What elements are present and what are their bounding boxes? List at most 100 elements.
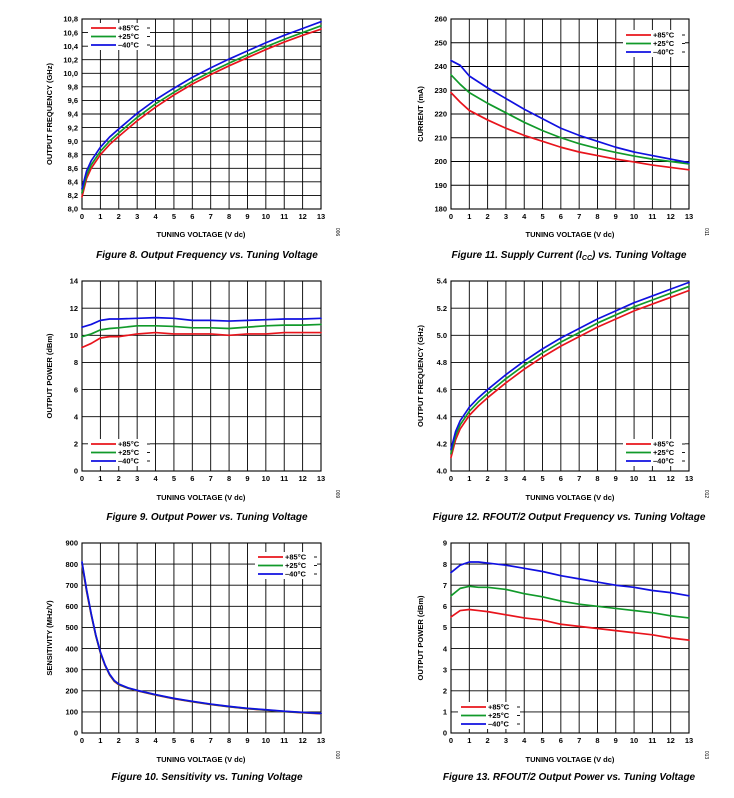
figure-id: 011	[703, 228, 709, 236]
y-tick-label: 8,4	[68, 178, 79, 187]
legend-entry: +25°C	[118, 448, 140, 457]
x-tick-label: 11	[648, 474, 656, 483]
y-tick-label: 5	[443, 623, 447, 632]
figure-caption: Figure 13. RFOUT/2 Output Power vs. Tuni…	[443, 772, 696, 783]
series-line-0	[81, 563, 322, 715]
y-tick-label: 6	[74, 385, 78, 394]
x-tick-label: 13	[317, 212, 325, 221]
figure-id: 010	[334, 751, 340, 760]
x-tick-label: 7	[209, 212, 213, 221]
x-tick-label: 3	[135, 212, 139, 221]
x-tick-label: 13	[685, 736, 693, 745]
y-tick-label: 260	[434, 15, 447, 24]
series-line-0	[81, 331, 322, 349]
x-tick-label: 11	[648, 212, 656, 221]
y-tick-label: 4	[443, 644, 448, 653]
x-tick-label: 0	[80, 212, 84, 221]
series-line-2	[450, 281, 690, 451]
series-line-0	[450, 289, 690, 459]
x-tick-label: 7	[577, 212, 581, 221]
y-tick-label: 7	[443, 581, 447, 590]
y-tick-label: 800	[65, 560, 78, 569]
x-tick-label: 12	[667, 212, 675, 221]
x-tick-label: 8	[227, 736, 231, 745]
x-tick-label: 9	[245, 212, 249, 221]
figure-id: 009	[334, 490, 340, 499]
x-tick-label: 10	[262, 474, 270, 483]
x-tick-label: 1	[467, 736, 471, 745]
x-tick-label: 1	[98, 212, 102, 221]
x-tick-label: 13	[685, 474, 693, 483]
x-tick-label: 6	[559, 474, 563, 483]
x-tick-label: 8	[227, 474, 231, 483]
y-tick-label: 10,2	[63, 55, 78, 64]
series-line-2	[81, 316, 322, 328]
y-tick-label: 230	[434, 86, 447, 95]
x-tick-label: 5	[172, 736, 176, 745]
chart-fig12: 0 1 2 3 4 5 6 7 8 9 10 11 12 134.04.24.44.64.85.05.25…	[416, 277, 709, 523]
y-tick-label: 9,2	[68, 123, 78, 132]
x-tick-label: 5	[540, 212, 544, 221]
y-tick-label: 10,4	[63, 42, 78, 51]
x-tick-label: 3	[135, 736, 139, 745]
legend-entry: +25°C	[118, 32, 140, 41]
x-tick-label: 4	[153, 474, 158, 483]
x-tick-label: 2	[117, 474, 121, 483]
y-axis-label: SENSITIVITY (MHz/V)	[45, 600, 54, 676]
y-tick-label: 200	[434, 157, 447, 166]
x-tick-label: 4	[522, 212, 527, 221]
series-line-2	[81, 20, 322, 190]
series-line-1	[450, 585, 690, 619]
x-tick-label: 9	[245, 474, 249, 483]
chart-fig8: 0 1 2 3 4 5 6 7 8 9 10 11 12 138,08,28,48,68,89,09,29…	[45, 15, 340, 261]
x-tick-label: 3	[504, 736, 508, 745]
figure-id: 006	[334, 228, 340, 237]
y-tick-label: 9,6	[68, 96, 78, 105]
series-line-1	[450, 285, 690, 455]
x-tick-label: 2	[486, 736, 490, 745]
caption-part: Figure 11. Supply Current (I	[452, 250, 583, 261]
x-tick-label: 12	[298, 474, 306, 483]
y-tick-label: 4.6	[437, 385, 447, 394]
x-tick-label: 11	[280, 736, 288, 745]
y-tick-label: 700	[65, 581, 78, 590]
legend-entry: –40°C	[118, 41, 140, 50]
x-tick-label: 5	[540, 474, 544, 483]
y-tick-label: 0	[443, 729, 447, 738]
x-tick-label: 0	[80, 474, 84, 483]
x-tick-label: 4	[153, 736, 158, 745]
y-tick-label: 9,0	[68, 137, 78, 146]
x-tick-label: 6	[559, 736, 563, 745]
legend-entry: –40°C	[488, 720, 510, 729]
y-tick-label: 14	[70, 277, 79, 286]
figure-caption: Figure 10. Sensitivity vs. Tuning Voltag…	[111, 772, 303, 783]
x-tick-label: 1	[467, 474, 471, 483]
legend-entry: +85°C	[488, 703, 510, 712]
legend-entry: –40°C	[285, 570, 307, 579]
x-tick-label: 9	[245, 736, 249, 745]
legend-entry: +85°C	[285, 553, 307, 562]
x-tick-label: 3	[504, 212, 508, 221]
x-tick-label: 2	[486, 212, 490, 221]
y-tick-label: 5.2	[437, 304, 447, 313]
legend-entry: +25°C	[488, 711, 510, 720]
x-tick-label: 11	[280, 474, 288, 483]
x-axis-label: TUNING VOLTAGE (V dc)	[157, 493, 246, 502]
y-tick-label: 9	[443, 539, 447, 548]
plot-frame	[81, 18, 322, 210]
x-axis-label: TUNING VOLTAGE (V dc)	[526, 755, 615, 764]
legend: +85°C+25°C–40°C	[623, 439, 685, 466]
x-tick-label: 6	[559, 212, 563, 221]
y-tick-label: 200	[65, 686, 78, 695]
figure-caption: Figure 9. Output Power vs. Tuning Voltag…	[106, 512, 308, 523]
y-tick-label: 8,8	[68, 150, 78, 159]
y-tick-label: 8	[443, 560, 447, 569]
x-tick-label: 10	[630, 474, 638, 483]
caption-subscript: CC	[582, 255, 593, 262]
y-tick-label: 180	[434, 205, 447, 214]
y-tick-label: 10,6	[63, 28, 78, 37]
figure-caption: Figure 8. Output Frequency vs. Tuning Vo…	[96, 250, 318, 261]
caption-part: ) vs. Tuning Voltage	[591, 250, 687, 261]
y-tick-label: 12	[70, 304, 78, 313]
plot-frame	[81, 542, 322, 734]
